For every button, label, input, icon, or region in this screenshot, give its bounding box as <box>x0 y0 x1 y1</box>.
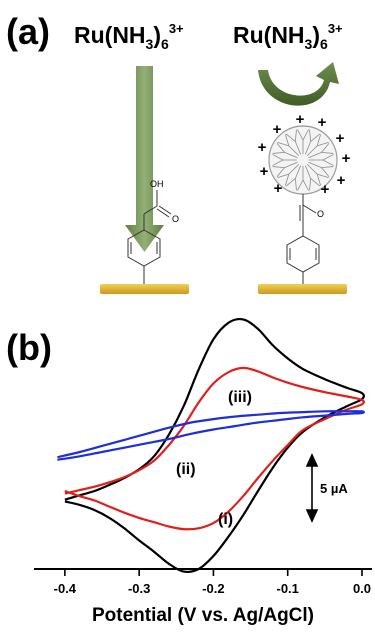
cv-series-2 <box>64 366 365 531</box>
x-axis-tick-labels: -0.4 -0.3 -0.2 -0.1 0.0 <box>54 581 371 596</box>
dendron-twig <box>284 134 290 146</box>
dendron-branch <box>304 165 312 179</box>
dendron-branch <box>294 165 302 179</box>
dendron-twig <box>285 133 296 142</box>
dendron-twig <box>309 129 312 142</box>
cv-series-1 <box>64 317 365 574</box>
ion-label-left: Ru(NH3)63+ <box>74 21 184 52</box>
plus-sign: + <box>258 139 267 156</box>
dendron-branch <box>288 163 300 175</box>
dendron-twig <box>272 151 285 154</box>
right-o-label: O <box>317 209 324 219</box>
dendron-twig <box>297 129 304 141</box>
plus-sign: + <box>336 130 345 147</box>
dendron-twig <box>294 129 297 142</box>
curve-label-i: (i) <box>218 511 233 528</box>
curve-label-iii: (iii) <box>228 389 252 406</box>
dendron-twig <box>322 154 334 161</box>
right-electrode <box>258 284 347 294</box>
cv-series-3 <box>57 410 365 461</box>
x-axis-title: Potential (V vs. Ag/AgCl) <box>92 605 314 626</box>
dendron-twig <box>321 167 330 178</box>
scale-bar-label: 5 µA <box>320 481 348 496</box>
dendron-twig <box>284 174 290 186</box>
plus-sign: + <box>260 163 269 180</box>
dendron-twig <box>276 142 285 153</box>
dendron-twig <box>285 178 296 187</box>
left-molecule <box>127 190 172 284</box>
right-molecule <box>286 194 320 284</box>
cv-curves <box>57 317 365 574</box>
dendron-twig <box>272 154 284 161</box>
dendron-twig <box>316 134 322 146</box>
left-oh-label: OH <box>150 179 164 189</box>
dendron-branch <box>284 151 298 159</box>
x-tick-label: -0.4 <box>54 581 77 596</box>
ion-label-right: Ru(NH3)63+ <box>233 21 343 52</box>
penetrating-arrow <box>125 66 164 252</box>
dendron-branch <box>304 141 312 155</box>
plus-sign: + <box>321 181 330 198</box>
dendron-twig <box>316 174 322 186</box>
dendron-twig <box>302 179 309 191</box>
dendron-branch <box>308 161 322 169</box>
dendron-twig <box>321 166 334 169</box>
plus-sign: + <box>273 121 282 138</box>
plus-sign: + <box>337 172 346 189</box>
plus-sign: + <box>318 114 327 131</box>
dendron-twig <box>310 133 321 142</box>
dendron-twig <box>309 178 312 191</box>
dendron-twig <box>321 151 334 154</box>
dendron-branch <box>308 151 322 159</box>
x-tick-label: -0.3 <box>128 581 150 596</box>
plus-sign: + <box>342 150 351 167</box>
dendron-branch <box>284 161 298 169</box>
scale-bar <box>305 453 319 523</box>
curve-label-ii: (ii) <box>176 461 196 478</box>
dendron-twig <box>321 142 330 153</box>
dendron-twig <box>277 173 289 179</box>
bounce-arrow <box>258 62 339 106</box>
dendron-twig <box>276 167 285 178</box>
dendron-twig <box>317 173 329 179</box>
dendron-twig <box>294 178 297 191</box>
dendron-twig <box>297 179 304 191</box>
dendron-twig <box>317 141 329 147</box>
dendrimer <box>268 125 338 195</box>
panel-b-label: (b) <box>6 327 52 368</box>
x-axis-ticks <box>64 569 363 576</box>
dendron-twig <box>272 166 285 169</box>
dendron-twig <box>302 129 309 141</box>
left-o-label: O <box>172 214 179 224</box>
dendron-branch <box>288 145 300 157</box>
left-electrode <box>100 284 189 294</box>
dendron-branch <box>294 141 302 155</box>
positive-charges: + + + + + + + + + + <box>258 111 351 198</box>
x-tick-label: -0.2 <box>202 581 224 596</box>
plus-sign: + <box>274 180 283 197</box>
dendron-twig <box>310 178 321 187</box>
dendron-branch <box>306 163 318 175</box>
plus-sign: + <box>296 111 305 128</box>
panel-a-label: (a) <box>6 11 50 52</box>
dendron-twig <box>272 159 284 166</box>
x-tick-label: 0.0 <box>353 581 371 596</box>
dendron-twig <box>277 141 289 147</box>
dendron-twig <box>322 159 334 166</box>
dendron-branch <box>306 145 318 157</box>
x-tick-label: -0.1 <box>277 581 299 596</box>
